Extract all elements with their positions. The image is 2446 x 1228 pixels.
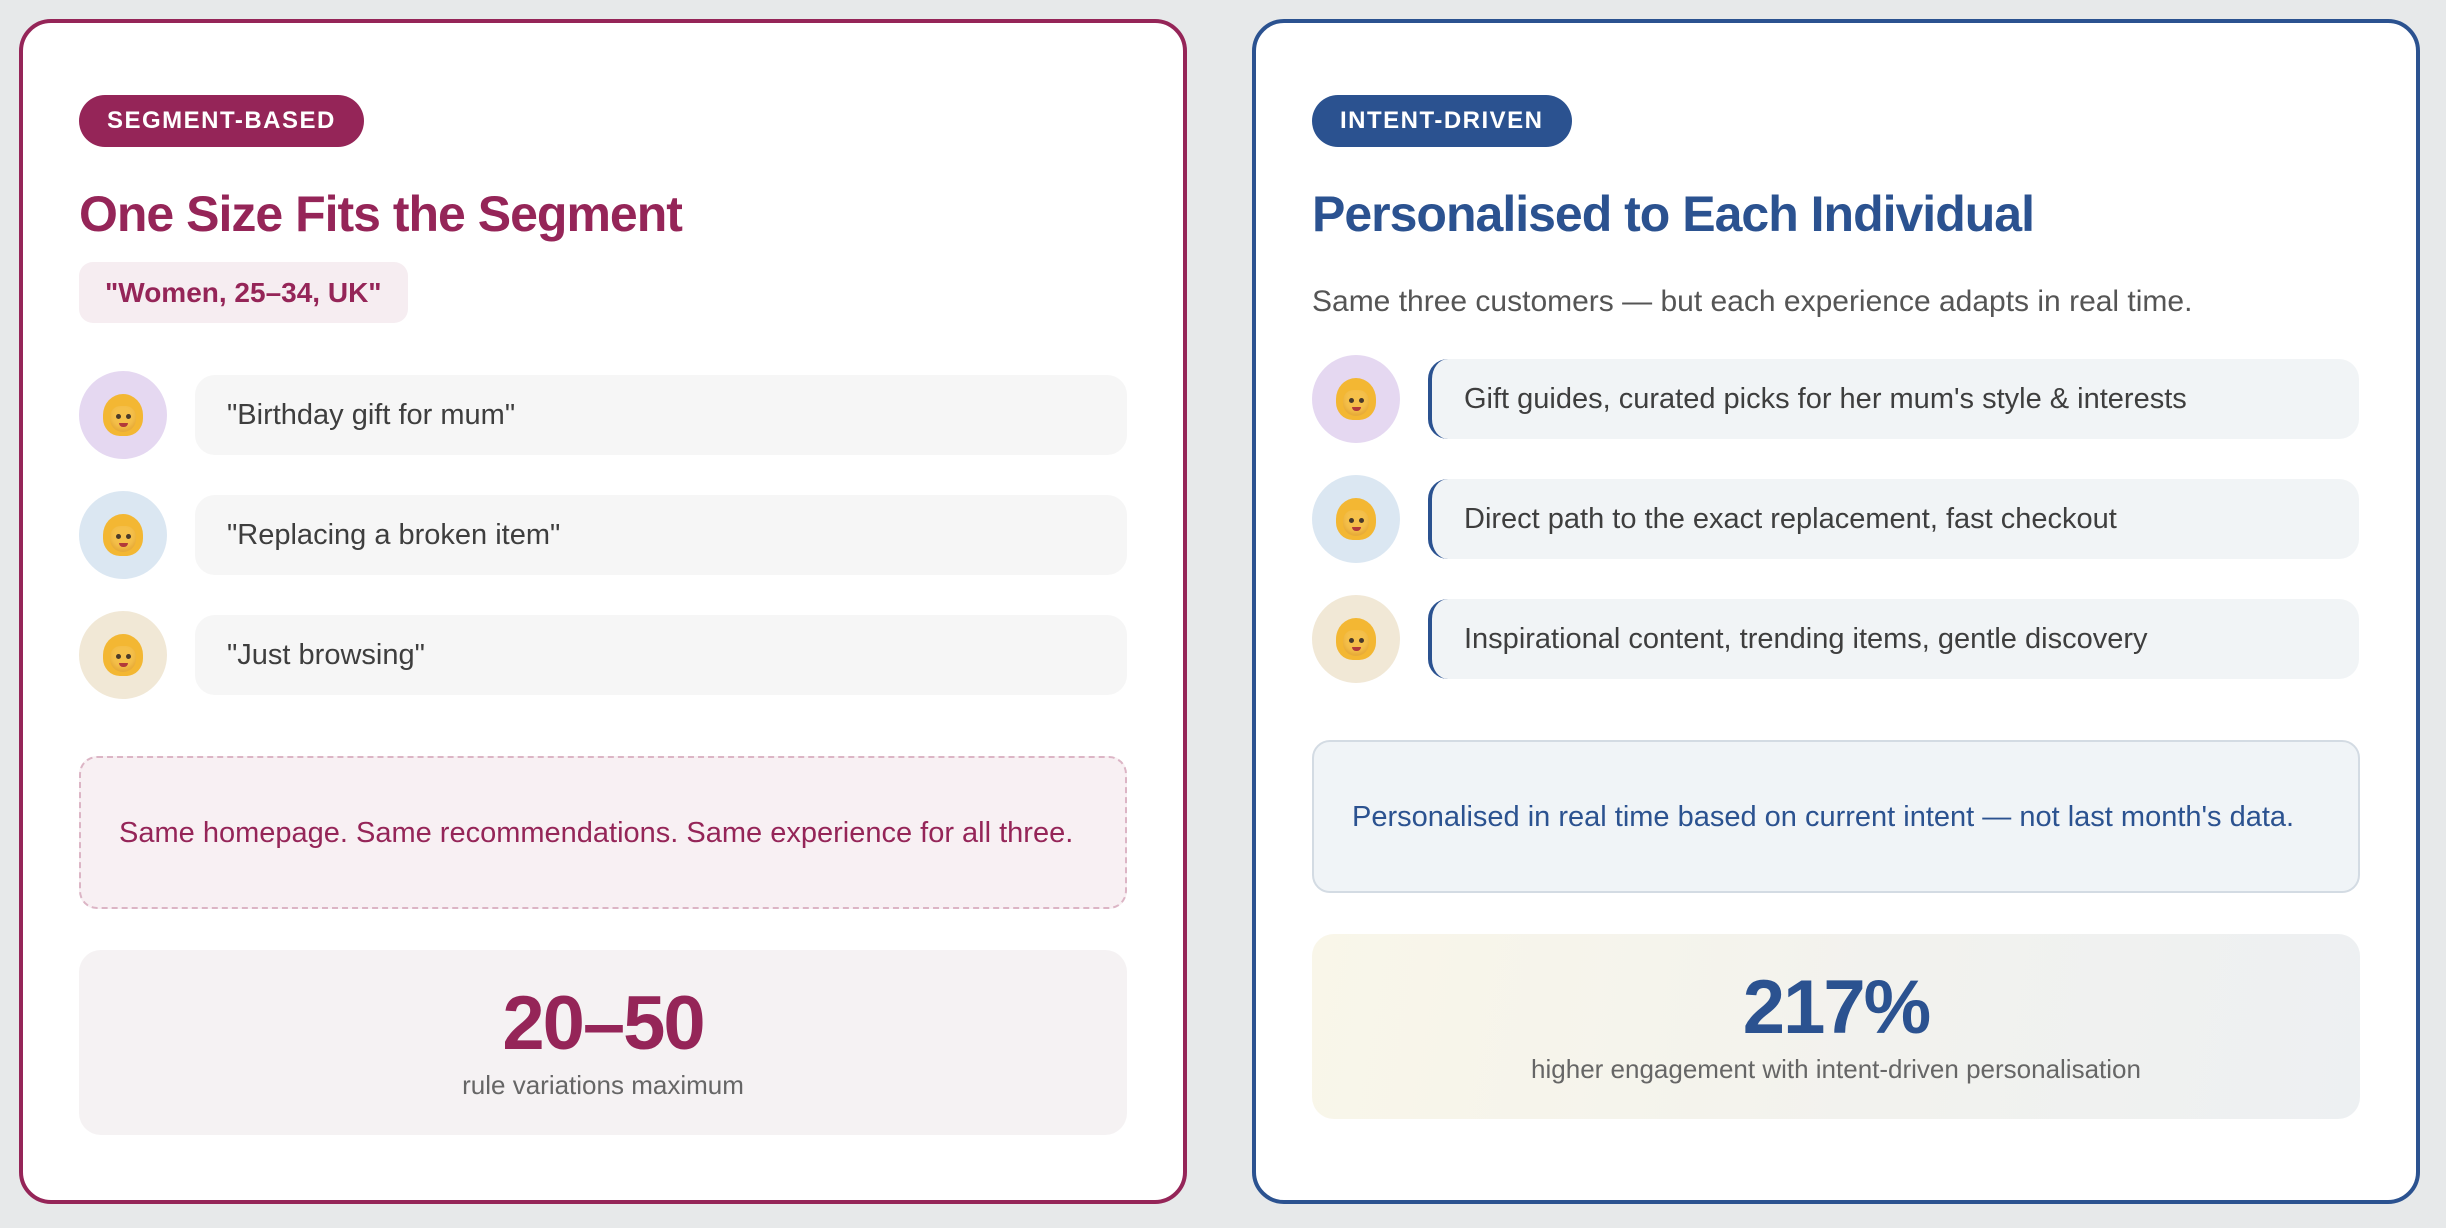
segment-based-card: SEGMENT-BASED One Size Fits the Segment … bbox=[19, 19, 1187, 1204]
segment-based-badge: SEGMENT-BASED bbox=[79, 95, 364, 147]
info-text: Same homepage. Same recommendations. Sam… bbox=[119, 817, 1074, 849]
customer-intent-bubble: "Birthday gift for mum" bbox=[195, 375, 1127, 455]
customer-row: Inspirational content, trending items, g… bbox=[1312, 595, 2360, 683]
intent-driven-card: INTENT-DRIVEN Personalised to Each Indiv… bbox=[1252, 19, 2420, 1204]
personalised-experience-bubble: Gift guides, curated picks for her mum's… bbox=[1428, 359, 2359, 439]
card-subtitle: Same three customers — but each experien… bbox=[1312, 285, 2193, 318]
stat-label: higher engagement with intent-driven per… bbox=[1531, 1054, 2141, 1084]
customer-row: "Replacing a broken item" bbox=[79, 491, 1127, 579]
personalised-experience-bubble: Direct path to the exact replacement, fa… bbox=[1428, 479, 2359, 559]
intent-stat-box: 217% higher engagement with intent-drive… bbox=[1312, 934, 2360, 1119]
stat-label: rule variations maximum bbox=[462, 1070, 744, 1100]
customer-row: "Birthday gift for mum" bbox=[79, 371, 1127, 459]
woman-avatar-icon bbox=[79, 611, 167, 699]
woman-avatar-icon bbox=[79, 371, 167, 459]
customer-row: "Just browsing" bbox=[79, 611, 1127, 699]
info-text: Personalised in real time based on curre… bbox=[1352, 801, 2295, 833]
stat-value: 217% bbox=[1742, 965, 1931, 1050]
woman-avatar-icon bbox=[1312, 355, 1400, 443]
customer-intent-bubble: "Just browsing" bbox=[195, 615, 1127, 695]
woman-avatar-icon bbox=[1312, 475, 1400, 563]
intent-info-box: Personalised in real time based on curre… bbox=[1312, 740, 2360, 893]
segment-info-box: Same homepage. Same recommendations. Sam… bbox=[79, 756, 1127, 909]
personalised-experience-bubble: Inspirational content, trending items, g… bbox=[1428, 599, 2359, 679]
customer-row: Gift guides, curated picks for her mum's… bbox=[1312, 355, 2360, 443]
woman-avatar-icon bbox=[79, 491, 167, 579]
card-title: Personalised to Each Individual bbox=[1312, 186, 2035, 242]
segment-tag: "Women, 25–34, UK" bbox=[79, 262, 408, 323]
intent-driven-badge: INTENT-DRIVEN bbox=[1312, 95, 1572, 147]
customer-intent-bubble: "Replacing a broken item" bbox=[195, 495, 1127, 575]
woman-avatar-icon bbox=[1312, 595, 1400, 683]
stat-value: 20–50 bbox=[502, 981, 705, 1066]
card-title: One Size Fits the Segment bbox=[79, 186, 683, 242]
customer-row: Direct path to the exact replacement, fa… bbox=[1312, 475, 2360, 563]
segment-stat-box: 20–50 rule variations maximum bbox=[79, 950, 1127, 1135]
